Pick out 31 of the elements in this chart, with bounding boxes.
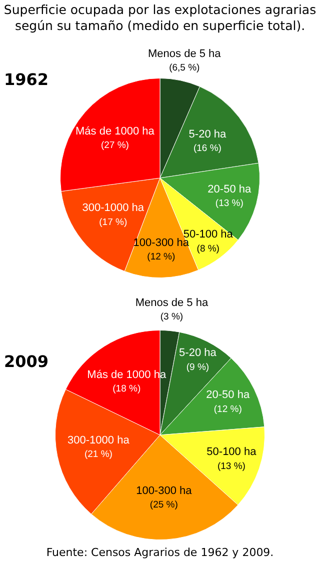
slice-label: 50-100 ha: [183, 228, 234, 241]
data-label: (6,5 %): [169, 62, 200, 74]
slice-label: 20-50 ha: [208, 184, 252, 196]
slice-label: Menos de 5 ha: [135, 296, 209, 309]
slice-label: 300-1000 ha: [82, 202, 145, 214]
slice-label: 5-20 ha: [188, 128, 227, 141]
slice-label: 50-100 ha: [206, 446, 258, 458]
slice-label: 20-50 ha: [206, 389, 250, 402]
data-label: (3 %): [160, 311, 184, 322]
data-label: (18 %): [112, 383, 141, 394]
data-label: (9 %): [186, 362, 210, 373]
slice-label: Menos de 5 ha: [148, 48, 222, 60]
slice-label: 300-1000 ha: [68, 434, 130, 447]
data-label: (27 %): [100, 140, 129, 152]
data-label: (12 %): [147, 251, 176, 262]
data-label: (17 %): [99, 216, 128, 228]
slice-label: 5-20 ha: [179, 347, 218, 360]
source-note: Fuente: Censos Agrarios de 1962 y 2009.: [45, 546, 275, 559]
slice-label: 100-300 ha: [136, 484, 193, 497]
data-label: (8 %): [196, 243, 220, 254]
text: 2009: [4, 352, 49, 371]
data-label: (21 %): [84, 449, 112, 460]
data-label: (25 %): [150, 499, 178, 510]
slice-label: Más de 1000 ha: [75, 126, 156, 138]
chart-title: Superficie ocupada por las explotaciones agrarias según su tamaño (medido en superficie total).: [2, 2, 318, 34]
data-label: (13 %): [217, 460, 246, 472]
data-label: (12 %): [214, 404, 242, 415]
data-label: (16 %): [193, 143, 222, 154]
text: 1962: [4, 70, 49, 89]
data-label: (13 %): [215, 198, 244, 210]
slice-label: Más de 1000 ha: [87, 368, 167, 381]
